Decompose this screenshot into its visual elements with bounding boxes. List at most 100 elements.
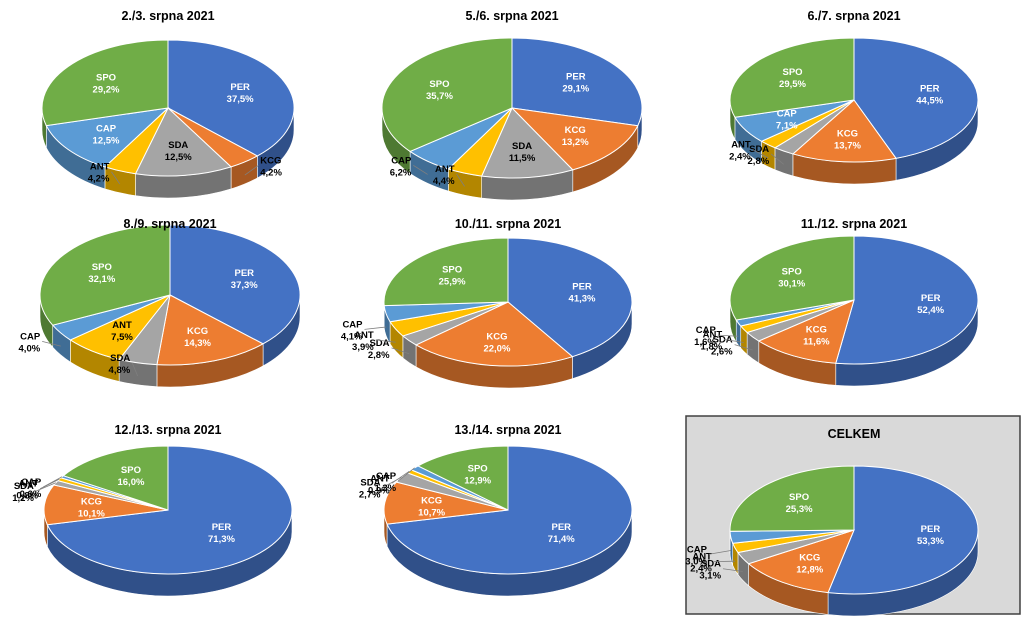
pie-slice-spo xyxy=(383,237,509,307)
pie-slice-spo xyxy=(729,235,855,321)
slice-name-kcg: KCG xyxy=(421,495,442,506)
slice-value-ant: 1,8% xyxy=(701,341,723,352)
slice-name-spo: SPO xyxy=(121,465,141,476)
leader-line-cap xyxy=(42,340,61,347)
slice-name-cap: CAP xyxy=(696,325,717,336)
pie-slice-spo xyxy=(39,224,171,326)
leader-line-ant xyxy=(752,149,769,159)
slice-name-spo: SPO xyxy=(782,67,802,78)
slice-value-sda: 2,6% xyxy=(711,347,733,358)
slice-value-spo: 29,2% xyxy=(93,84,120,95)
slice-name-cap: CAP xyxy=(20,331,41,342)
pie-slice-spo xyxy=(62,445,169,511)
chart-title: 10./11. srpna 2021 xyxy=(455,217,561,231)
slice-value-cap: 3,0% xyxy=(685,556,707,567)
slice-value-spo: 32,1% xyxy=(88,274,115,285)
leader-line-cap xyxy=(708,550,731,555)
slice-value-sda: 11,5% xyxy=(509,153,536,164)
slice-name-kcg: KCG xyxy=(81,497,102,508)
pie-slice-per xyxy=(167,39,295,157)
pie-slice-kcg xyxy=(757,299,855,364)
slice-value-cap: 4,0% xyxy=(19,343,41,354)
leader-line-cap xyxy=(43,476,63,488)
slice-value-per: 53,3% xyxy=(917,536,944,547)
slice-value-ant: 3,9% xyxy=(352,342,374,353)
leader-line-kcg xyxy=(244,165,259,176)
slice-value-cap: 0,6% xyxy=(20,489,42,500)
chart-title: 5./6. srpna 2021 xyxy=(465,9,558,23)
slice-value-spo: 35,7% xyxy=(426,91,453,102)
slice-name-ant: ANT xyxy=(703,329,723,340)
slice-name-cap: CAP xyxy=(376,471,397,482)
slice-value-cap: 1,3% xyxy=(374,483,396,494)
slice-value-ant: 2,4% xyxy=(690,564,712,575)
slice-name-kcg: KCG xyxy=(565,125,586,136)
leader-line-sda xyxy=(391,347,410,355)
chart-title: CELKEM xyxy=(828,427,881,441)
slice-value-spo: 25,9% xyxy=(439,277,466,288)
slice-value-sda: 3,1% xyxy=(699,571,721,582)
slice-value-per: 37,3% xyxy=(231,280,258,291)
slice-name-kcg: KCG xyxy=(806,325,827,336)
slice-name-per: PER xyxy=(921,293,941,304)
slice-name-sda: SDA xyxy=(749,144,769,155)
slice-value-ant: 7,5% xyxy=(111,332,133,343)
slice-value-spo: 16,0% xyxy=(117,477,144,488)
slice-value-kcg: 13,7% xyxy=(834,140,861,151)
pie-slice-kcg xyxy=(156,294,265,366)
slice-name-sda: SDA xyxy=(713,335,733,346)
slice-value-sda: 4,8% xyxy=(109,365,131,376)
slice-value-ant: 0,8% xyxy=(16,491,38,502)
slice-value-spo: 12,9% xyxy=(464,476,491,487)
leader-line-sda xyxy=(734,344,753,351)
slice-name-ant: ANT xyxy=(692,552,712,563)
slice-name-per: PER xyxy=(920,83,940,94)
slice-name-kcg: KCG xyxy=(837,128,858,139)
leader-line-ant xyxy=(456,173,465,187)
slice-value-ant: 4,2% xyxy=(88,174,110,185)
slice-value-kcg: 13,2% xyxy=(562,137,589,148)
slice-value-per: 44,5% xyxy=(916,95,943,106)
leader-line-ant xyxy=(375,339,396,343)
chart-title: 12./13. srpna 2021 xyxy=(114,423,221,437)
slice-name-spo: SPO xyxy=(789,492,809,503)
pie-slice-spo xyxy=(381,37,513,153)
pie-slice-per xyxy=(853,37,979,159)
slice-name-spo: SPO xyxy=(468,464,488,475)
slice-value-ant: 0,9% xyxy=(368,485,390,496)
pie-slice-sda xyxy=(134,107,233,177)
slice-name-spo: SPO xyxy=(782,267,802,278)
slice-value-spo: 25,3% xyxy=(786,504,813,515)
slice-name-sda: SDA xyxy=(512,141,532,152)
slice-value-kcg: 11,6% xyxy=(803,337,830,348)
slice-name-ant: ANT xyxy=(112,320,132,331)
slice-value-per: 29,1% xyxy=(562,83,589,94)
pie-slice-per xyxy=(507,237,633,358)
leader-line-sda xyxy=(35,482,56,492)
slice-name-ant: ANT xyxy=(19,479,39,490)
pie-slice-per xyxy=(386,445,633,575)
slice-value-kcg: 14,3% xyxy=(184,338,211,349)
chart-title: 11./12. srpna 2021 xyxy=(801,217,907,231)
pie-slice-kcg xyxy=(510,107,639,171)
slice-name-kcg: KCG xyxy=(486,331,507,342)
slice-name-spo: SPO xyxy=(92,262,112,273)
slice-name-per: PER xyxy=(572,281,592,292)
slice-name-sda: SDA xyxy=(168,140,188,151)
slice-name-per: PER xyxy=(566,71,586,82)
leader-line-cap xyxy=(364,326,387,330)
chart-title: 2./3. srpna 2021 xyxy=(121,9,214,23)
slice-name-sda: SDA xyxy=(701,559,721,570)
pie-slice-kcg xyxy=(791,99,897,163)
slice-name-spo: SPO xyxy=(96,72,116,83)
slice-name-per: PER xyxy=(234,268,254,279)
slice-name-sda: SDA xyxy=(110,353,130,364)
